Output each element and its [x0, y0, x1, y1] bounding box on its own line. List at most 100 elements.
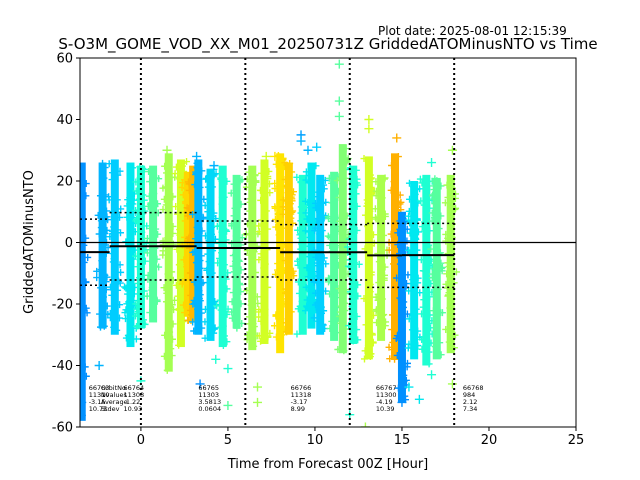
data-point [245, 251, 253, 259]
data-point [420, 296, 428, 304]
data-point [82, 278, 90, 286]
data-point [189, 318, 197, 326]
data-point [419, 303, 427, 311]
data-point [232, 262, 240, 270]
data-point [366, 207, 374, 215]
data-point [113, 326, 121, 334]
data-point [353, 175, 361, 183]
data-point [80, 209, 85, 217]
data-point [287, 214, 295, 222]
cluster-core [446, 174, 455, 354]
data-point [108, 176, 116, 184]
outlier-point-18 [334, 59, 344, 69]
data-point [271, 322, 279, 330]
data-point [200, 195, 208, 203]
data-point [276, 215, 284, 223]
data-point [204, 208, 212, 216]
x-tick-label: 15 [394, 433, 411, 448]
data-point [288, 168, 296, 176]
data-point [180, 167, 188, 175]
data-point [318, 199, 326, 207]
data-point [307, 179, 315, 187]
outlier-point-31 [447, 145, 457, 155]
data-point [403, 237, 411, 245]
data-point [319, 321, 327, 329]
data-point [126, 186, 134, 194]
data-point [376, 293, 384, 301]
orbit-stat-value: -4.19 [376, 398, 393, 406]
data-point [394, 153, 402, 161]
data-point [416, 289, 424, 297]
orbit-stat-value: 66763 [89, 384, 110, 392]
data-point [122, 284, 130, 292]
data-point [364, 341, 372, 349]
data-point [116, 261, 124, 269]
data-point [322, 198, 330, 206]
data-point [426, 204, 434, 212]
data-point [310, 277, 318, 285]
orbit-stat-value: 2.12 [463, 398, 477, 406]
orbit-stat-value: -3.15 [89, 398, 106, 406]
data-point [284, 244, 292, 252]
data-point [134, 307, 142, 315]
data-point [297, 217, 305, 225]
data-point [193, 223, 201, 231]
data-point [331, 213, 339, 221]
data-point [223, 310, 231, 318]
data-point [259, 220, 267, 228]
data-point [296, 231, 304, 239]
data-point [351, 326, 359, 334]
data-point [153, 296, 161, 304]
data-point [289, 188, 297, 196]
data-point [186, 269, 194, 277]
data-point [178, 183, 186, 191]
data-point [446, 200, 454, 208]
data-point [148, 286, 156, 294]
data-point [143, 292, 151, 300]
data-point [360, 295, 368, 303]
data-point [73, 306, 80, 313]
data-point [101, 271, 109, 279]
data-point [353, 312, 361, 320]
outlier-point-10 [253, 382, 263, 392]
data-point [306, 198, 314, 206]
data-point [442, 237, 450, 245]
data-point [380, 311, 388, 319]
data-point [442, 230, 450, 238]
data-point [223, 285, 231, 293]
data-point [211, 324, 219, 332]
data-point [132, 187, 140, 195]
data-point [366, 353, 374, 361]
data-point [312, 253, 320, 261]
data-point [245, 168, 253, 176]
data-point [262, 207, 270, 215]
cluster-core [364, 156, 373, 360]
data-point [271, 215, 279, 223]
data-point [331, 244, 339, 252]
data-cluster-27 [392, 211, 412, 404]
data-point [114, 171, 122, 179]
data-point [279, 196, 287, 204]
data-cluster-13 [227, 174, 246, 332]
data-point [380, 274, 388, 282]
data-point [408, 326, 416, 334]
data-point [112, 226, 120, 234]
data-point [294, 278, 302, 286]
data-point [272, 223, 280, 231]
data-point [126, 268, 134, 276]
data-point [95, 230, 103, 238]
orbit-stat-value: 0.0604 [198, 405, 221, 413]
data-point [72, 245, 79, 252]
data-point [84, 253, 92, 261]
data-point [172, 203, 180, 211]
data-point [237, 300, 245, 308]
data-point [235, 257, 243, 265]
data-point [272, 312, 280, 320]
data-point [429, 192, 437, 200]
data-point [366, 329, 374, 337]
data-point [367, 183, 375, 191]
outlier-point-25 [392, 133, 402, 143]
data-point [450, 344, 458, 352]
data-point [179, 191, 187, 199]
data-point [245, 313, 253, 321]
